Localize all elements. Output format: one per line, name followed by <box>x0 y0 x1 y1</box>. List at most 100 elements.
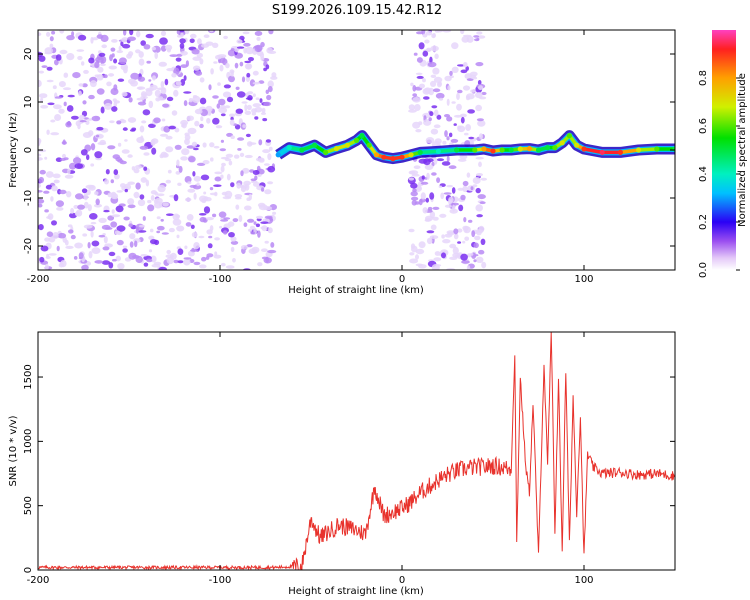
noise-blob <box>101 260 111 265</box>
colorbar-tick-label: 0.6 <box>698 118 709 134</box>
noise-blob <box>171 72 177 78</box>
noise-blob <box>159 133 169 137</box>
noise-blob <box>180 156 189 161</box>
noise-blob <box>140 40 146 46</box>
noise-blob <box>412 85 417 92</box>
noise-blob <box>66 53 75 61</box>
noise-blob <box>446 136 450 141</box>
noise-blob <box>150 190 157 195</box>
noise-blob <box>220 139 224 143</box>
noise-blob <box>456 92 460 100</box>
spectrogram-y-ticks: -20 -10 0 10 20 <box>23 48 675 254</box>
noise-blob <box>81 264 89 270</box>
noise-blob <box>70 207 75 214</box>
colorbar-tick-label: 0.8 <box>698 70 709 86</box>
noise-blob <box>247 91 254 95</box>
snr-panel: -200 -100 0 100 0 500 1000 1500 Height of stra… <box>8 331 676 597</box>
noise-blob <box>264 215 273 219</box>
noise-blob <box>40 245 49 252</box>
noise-blob <box>212 42 219 48</box>
noise-blob <box>441 234 445 239</box>
noise-blob <box>46 79 54 83</box>
noise-blob <box>161 232 169 235</box>
noise-blob <box>246 244 253 248</box>
noise-blob <box>67 94 75 98</box>
noise-blob <box>451 187 456 194</box>
noise-blob <box>74 242 83 249</box>
noise-blob <box>187 188 196 193</box>
noise-blob <box>46 31 51 37</box>
noise-blob <box>196 162 206 166</box>
noise-blob <box>214 237 221 241</box>
ridge-point <box>323 149 329 155</box>
noise-blob <box>478 161 482 168</box>
noise-blob <box>255 215 264 219</box>
noise-blob <box>433 76 443 83</box>
noise-blob <box>267 165 276 173</box>
ridge-point <box>559 140 565 146</box>
noise-blob <box>176 159 180 167</box>
noise-blob <box>233 154 240 159</box>
noise-blob <box>166 249 171 255</box>
noise-blob <box>411 173 420 177</box>
noise-blob <box>236 182 241 189</box>
noise-blob <box>426 237 433 245</box>
noise-blob <box>62 153 66 159</box>
noise-blob <box>479 133 483 140</box>
noise-blob <box>183 100 188 107</box>
noise-blob <box>159 37 168 45</box>
noise-blob <box>235 108 244 114</box>
ridge-point <box>408 152 414 158</box>
noise-blob <box>425 218 432 222</box>
noise-blob <box>259 52 265 59</box>
noise-blob <box>91 240 100 247</box>
noise-blob <box>265 64 270 70</box>
noise-blob <box>68 229 74 234</box>
noise-blob <box>117 142 122 147</box>
noise-blob <box>114 230 121 235</box>
noise-blob <box>450 138 459 143</box>
y-tick-label: -20 <box>23 238 34 254</box>
noise-blob <box>412 97 421 103</box>
noise-blob <box>457 125 462 130</box>
noise-blob <box>55 54 62 61</box>
noise-blob <box>463 217 467 223</box>
noise-blob <box>39 256 45 263</box>
noise-blob <box>128 223 134 228</box>
noise-blob <box>456 103 462 111</box>
noise-blob <box>180 32 184 38</box>
noise-blob <box>184 176 192 183</box>
noise-blob <box>116 239 124 246</box>
noise-blob <box>67 168 71 175</box>
spectrogram-y-label: Frequency (Hz) <box>8 112 19 188</box>
noise-blob <box>51 30 56 35</box>
noise-blob <box>425 137 435 144</box>
noise-blob <box>475 204 484 212</box>
noise-blob <box>257 262 263 267</box>
noise-layer <box>38 30 488 270</box>
noise-blob <box>148 79 152 82</box>
noise-blob <box>56 245 60 252</box>
noise-blob <box>243 180 251 186</box>
noise-blob <box>96 88 105 95</box>
noise-blob <box>476 173 483 177</box>
noise-blob <box>124 139 128 142</box>
noise-blob <box>54 114 62 121</box>
noise-blob <box>95 198 100 206</box>
noise-blob <box>180 119 189 126</box>
ridge-point <box>581 146 587 152</box>
noise-blob <box>63 101 67 107</box>
noise-blob <box>188 98 193 103</box>
noise-blob <box>214 251 218 256</box>
noise-blob <box>203 34 210 38</box>
noise-blob <box>416 57 423 63</box>
noise-blob <box>82 83 88 88</box>
noise-blob <box>191 48 200 55</box>
noise-blob <box>430 45 439 52</box>
ridge-point <box>535 147 542 153</box>
noise-blob <box>244 110 252 116</box>
noise-blob <box>235 86 240 91</box>
noise-blob <box>261 112 266 115</box>
noise-blob <box>190 33 197 39</box>
noise-blob <box>431 33 436 39</box>
